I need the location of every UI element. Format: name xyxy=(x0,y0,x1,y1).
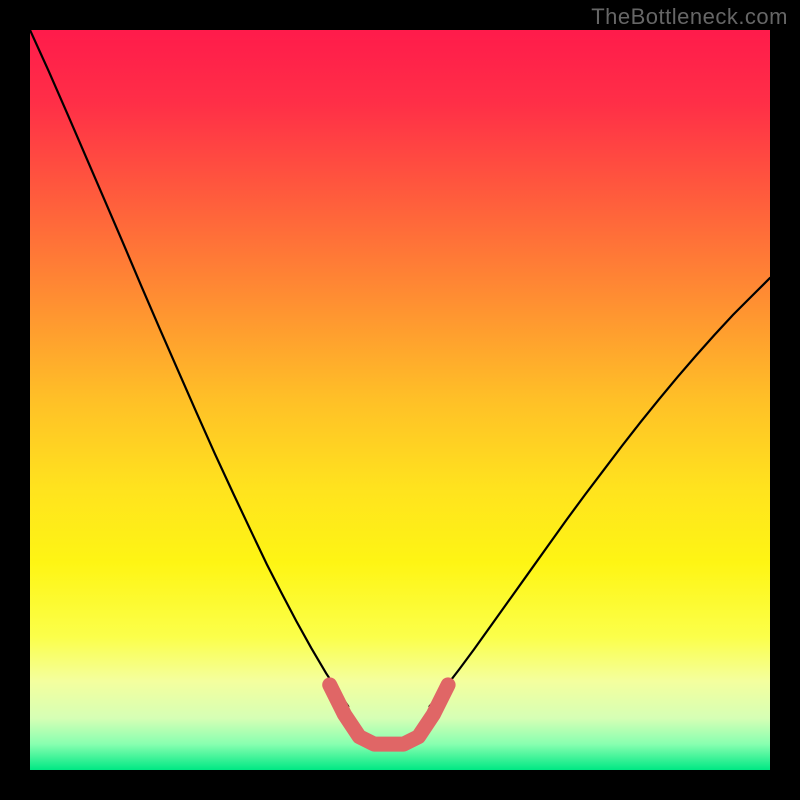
watermark-text: TheBottleneck.com xyxy=(591,4,788,30)
chart-plot-area xyxy=(30,30,770,770)
